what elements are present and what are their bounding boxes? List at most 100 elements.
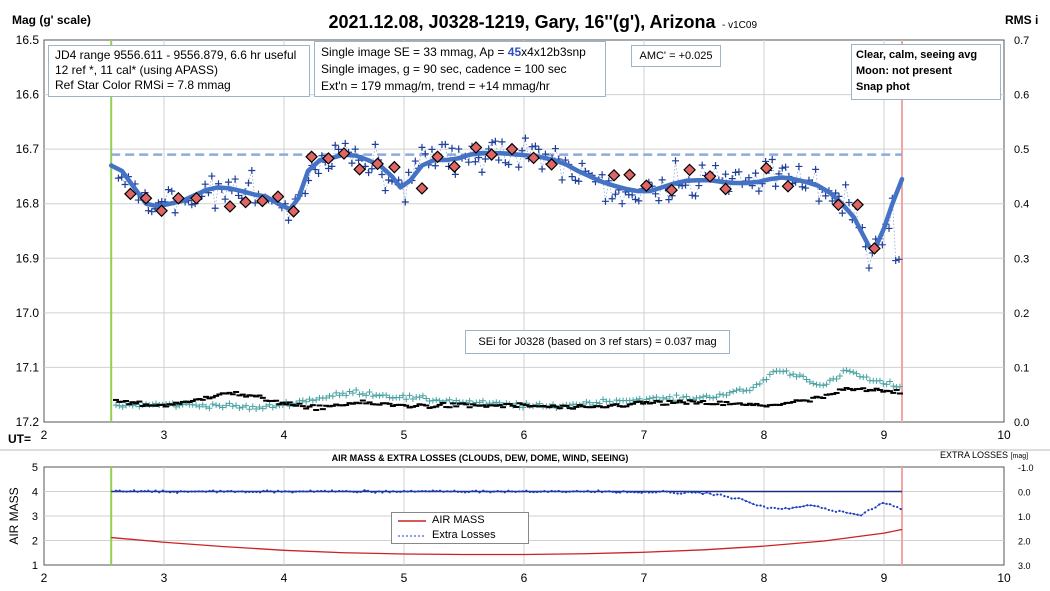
rms-cyan-point bbox=[336, 392, 343, 399]
rms-cyan-point bbox=[376, 392, 383, 399]
extra-losses-point bbox=[683, 491, 686, 495]
extra-losses-point bbox=[327, 490, 330, 493]
y2-tick-label: 0.1 bbox=[1014, 362, 1029, 374]
x-tick-label: 4 bbox=[281, 428, 288, 442]
extra-losses-point bbox=[611, 490, 614, 494]
extra-losses-point bbox=[629, 490, 632, 494]
extra-losses-point bbox=[204, 490, 208, 493]
extra-losses-point bbox=[237, 490, 240, 493]
single-image-point bbox=[665, 196, 673, 204]
rms-cyan-point bbox=[890, 383, 897, 390]
single-image-point bbox=[248, 167, 256, 175]
lower-x-tick-label: 8 bbox=[761, 571, 768, 585]
rms-cyan-point bbox=[876, 377, 883, 384]
x-tick-label: 3 bbox=[161, 428, 168, 442]
rms-cyan-point bbox=[416, 394, 423, 401]
single-image-point bbox=[878, 241, 886, 249]
rms-cyan-point bbox=[766, 371, 773, 378]
rms-cyan-point bbox=[346, 388, 353, 395]
single-image-point bbox=[658, 176, 666, 184]
single-image-point bbox=[688, 191, 696, 199]
extra-losses-point bbox=[161, 489, 164, 492]
extra-losses-point bbox=[125, 490, 128, 493]
single-image-point bbox=[571, 176, 579, 184]
rms-cyan-point bbox=[796, 372, 803, 379]
extra-losses-point bbox=[662, 489, 665, 493]
extra-losses-point bbox=[114, 489, 118, 492]
extra-losses-point bbox=[129, 490, 132, 493]
single-image-point bbox=[865, 264, 873, 272]
rms-cyan-point bbox=[216, 402, 223, 409]
rms-cyan-point bbox=[349, 390, 356, 397]
extra-losses-point bbox=[669, 491, 672, 494]
rms-cyan-point bbox=[806, 378, 813, 385]
extra-losses-point bbox=[255, 490, 258, 494]
extra-losses-point bbox=[708, 492, 712, 495]
single-image-point bbox=[515, 163, 523, 171]
single-image-point bbox=[828, 197, 836, 205]
single-image-point bbox=[628, 191, 636, 199]
extra-losses-point bbox=[330, 489, 334, 492]
extra-losses-point bbox=[474, 489, 478, 492]
rms-cyan-point bbox=[683, 393, 690, 400]
single-image-point bbox=[121, 181, 129, 189]
binned-point bbox=[760, 161, 773, 175]
extra-losses-point bbox=[352, 490, 355, 493]
rms-cyan-point bbox=[880, 380, 887, 387]
rms-cyan-point bbox=[833, 376, 840, 383]
rms-cyan-point bbox=[843, 367, 850, 374]
rms-cyan-point bbox=[206, 405, 213, 412]
extra-losses-point bbox=[575, 489, 578, 493]
extra-losses-point bbox=[698, 491, 701, 494]
single-image-point bbox=[735, 168, 743, 176]
extra-losses-point bbox=[600, 491, 604, 494]
binned-point bbox=[469, 141, 483, 154]
rms-cyan-point bbox=[266, 401, 273, 408]
extra-losses-point bbox=[557, 489, 560, 493]
single-image-point bbox=[441, 140, 449, 148]
extra-losses-point bbox=[842, 510, 845, 513]
rms-cyan-point bbox=[123, 402, 130, 409]
extra-losses-point bbox=[744, 499, 748, 503]
extra-losses-point bbox=[881, 501, 884, 505]
extra-losses-point bbox=[316, 489, 319, 493]
rms-cyan-point bbox=[466, 397, 473, 404]
single-image-point bbox=[401, 198, 409, 206]
single-image-point bbox=[231, 175, 239, 183]
rms-cyan-point bbox=[756, 380, 763, 387]
rms-cyan-point bbox=[479, 397, 486, 404]
rms-cyan-point bbox=[770, 368, 777, 375]
extra-losses-point bbox=[856, 513, 859, 516]
rms-cyan-point bbox=[366, 388, 373, 395]
extra-losses-point bbox=[258, 491, 262, 494]
single-image-point bbox=[341, 139, 349, 147]
rms-traces bbox=[113, 367, 903, 413]
rms-cyan-point bbox=[363, 392, 370, 399]
rms-cyan-point bbox=[129, 402, 136, 409]
extra-losses-point bbox=[658, 490, 661, 493]
rms-cyan-point bbox=[896, 383, 903, 390]
binned-point bbox=[256, 194, 269, 208]
extra-losses-point bbox=[539, 490, 542, 493]
extra-losses-point bbox=[500, 490, 503, 493]
single-image-point bbox=[201, 180, 209, 188]
rms-cyan-point bbox=[269, 404, 276, 411]
single-image-point bbox=[245, 179, 253, 187]
extra-losses-series bbox=[114, 489, 902, 517]
rms-cyan-point bbox=[726, 389, 733, 396]
single-image-point bbox=[301, 190, 309, 198]
extra-losses-point bbox=[197, 490, 200, 493]
rms-cyan-point bbox=[783, 367, 790, 374]
extra-losses-point bbox=[136, 490, 139, 493]
single-image-point bbox=[535, 145, 543, 153]
binned-point bbox=[485, 148, 498, 161]
extra-losses-point bbox=[878, 503, 881, 506]
binned-point bbox=[781, 179, 795, 193]
extra-losses-point bbox=[212, 489, 215, 492]
rms-cyan-point bbox=[259, 405, 266, 412]
rms-cyan-point bbox=[586, 399, 593, 406]
aperture-highlight: 45 bbox=[507, 45, 522, 59]
single-image-point bbox=[465, 158, 473, 166]
rms-cyan-point bbox=[680, 394, 687, 401]
extra-losses-point bbox=[888, 503, 892, 506]
